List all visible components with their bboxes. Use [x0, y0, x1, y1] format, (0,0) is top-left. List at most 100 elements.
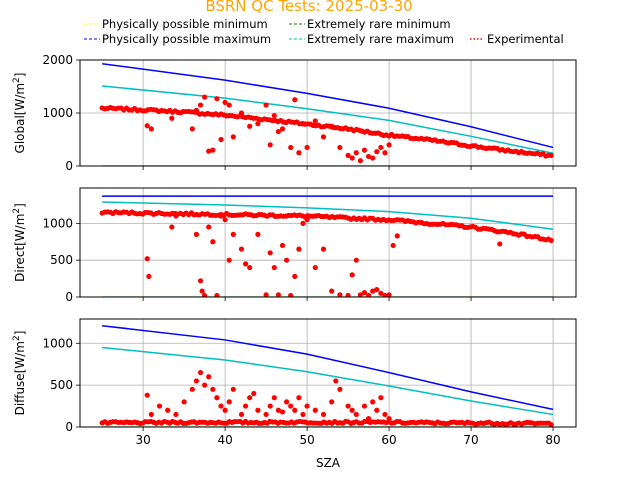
x-tick-label-40: 40 — [217, 433, 232, 447]
diffuse-series-5-point-31 — [300, 411, 306, 418]
direct-series-5-point-22 — [275, 292, 281, 297]
global-series-5-point-35 — [361, 147, 368, 153]
direct-series-3 — [102, 201, 554, 230]
diffuse-series-5-point-42 — [365, 416, 372, 422]
global-series-5-point-0 — [144, 123, 150, 129]
global-series-5-point-3 — [189, 126, 195, 132]
global-series-5-point-38 — [374, 149, 380, 155]
x-tick-label-50: 50 — [299, 433, 314, 447]
global-series-5-point-28 — [320, 134, 327, 140]
chart-title: BSRN QC Tests: 2025-03-30 — [205, 0, 412, 15]
diffuse-series-3 — [102, 346, 554, 416]
diffuse-series-5-point-11 — [210, 386, 216, 392]
plot-area-diffuse — [99, 324, 554, 427]
direct-series-4-point-166 — [548, 237, 554, 243]
panel-direct: 0 500 1000 Direct[W/m2] — [12, 187, 577, 304]
direct-series-5-point-32 — [329, 288, 335, 294]
y-axis-label-global: Global[W/m2] — [12, 73, 27, 154]
diffuse-series-5 — [144, 369, 392, 422]
global-series-5-point-1 — [148, 126, 154, 132]
direct-series-5-point-23 — [279, 242, 286, 249]
global-series-4-point-166 — [548, 152, 554, 159]
plot-area-direct — [99, 195, 554, 297]
diffuse-series-5-point-0 — [144, 392, 150, 398]
global-series-5-point-17 — [263, 102, 269, 108]
legend-entry-experimental: Experimental — [470, 32, 564, 46]
diffuse-series-5-point-6 — [189, 386, 195, 392]
legend-entry-rare-max: Extremely rare maximum — [289, 32, 454, 46]
direct-series-5-point-14 — [230, 231, 236, 237]
direct-series-5-point-47 — [497, 241, 503, 247]
direct-series-5-point-4 — [193, 231, 200, 237]
direct-series-5-point-0 — [144, 256, 150, 262]
plot-area-global — [99, 62, 554, 166]
direct-series-5-point-31 — [320, 246, 327, 252]
diffuse-series-5-point-26 — [279, 409, 286, 415]
direct-series-5-point-44 — [386, 292, 392, 297]
global-series-5-point-16 — [255, 121, 261, 127]
diffuse-series-5-point-19 — [247, 395, 253, 401]
panels: 010002000Global[W/m2]05001000Direct[W/m2… — [12, 53, 577, 447]
diffuse-series-5-point-24 — [271, 395, 277, 401]
diffuse-series-5-point-12 — [214, 395, 220, 401]
diffuse-series-5-point-7 — [193, 378, 200, 384]
global-series-5-point-9 — [214, 96, 220, 102]
global-series-5-point-36 — [365, 153, 372, 160]
direct-series-5-point-13 — [226, 257, 232, 263]
diffuse-series-5-point-41 — [361, 403, 368, 409]
direct-series-5-point-30 — [312, 264, 318, 271]
x-tick-label-60: 60 — [381, 433, 396, 447]
direct-series-5-point-12 — [222, 217, 228, 223]
x-tick-label-70: 70 — [463, 433, 478, 447]
direct-series-5-point-36 — [353, 257, 359, 263]
diffuse-series-5-point-35 — [329, 399, 335, 405]
panel-frame-diffuse — [79, 318, 577, 428]
diffuse-series-5-point-25 — [275, 407, 281, 413]
diffuse-series-5-point-15 — [226, 399, 232, 405]
diffuse-series-5-point-46 — [382, 411, 388, 418]
y-axis-label-diffuse: Diffuse[W/m2] — [12, 331, 27, 416]
diffuse-series-5-point-33 — [312, 407, 318, 413]
diffuse-series-5-point-23 — [267, 403, 273, 409]
global-series-5-point-33 — [353, 150, 359, 156]
panel-global: 0 1000 2000 Global[W/m2] — [12, 53, 577, 173]
global-series-5-point-25 — [300, 121, 306, 127]
diffuse-series-5-point-28 — [288, 403, 294, 409]
legend-label-possible-max: Physically possible maximum — [102, 32, 271, 46]
global-series-2 — [102, 62, 554, 149]
direct-series-5-point-20 — [267, 250, 273, 256]
direct-series-5-point-10 — [214, 292, 220, 297]
global-series-5-point-22 — [288, 144, 294, 151]
legend-label-rare-min: Extremely rare minimum — [307, 17, 451, 31]
legend-entry-rare-min: Extremely rare minimum — [289, 17, 451, 31]
panel-diffuse: 30 40 50 60 70 80 0 500 1000 Diffuse[W/m2] — [12, 318, 577, 447]
direct-series-5-point-34 — [345, 292, 351, 297]
global-series-5-point-30 — [337, 144, 343, 151]
diffuse-series-5-point-38 — [345, 403, 351, 409]
direct-series-4 — [99, 209, 554, 243]
y-tick-label-global-2000: 2000 — [42, 53, 73, 67]
diffuse-series-5-point-40 — [353, 411, 359, 418]
global-series-5-point-12 — [226, 102, 232, 108]
direct-series-5-point-38 — [361, 289, 368, 296]
y-tick-label-global-1000: 1000 — [42, 106, 73, 120]
direct-series-5-point-40 — [370, 288, 376, 294]
diffuse-series-5-point-44 — [374, 407, 380, 413]
diffuse-series-5-point-47 — [386, 416, 392, 422]
direct-series-5-point-11 — [218, 213, 224, 219]
direct-series-5-point-43 — [382, 292, 388, 297]
diffuse-series-5-point-36 — [333, 378, 339, 384]
panel-frame-direct — [79, 187, 577, 298]
global-series-5-point-5 — [197, 102, 204, 108]
global-series-5-point-4 — [193, 107, 200, 113]
legend-label-possible-min: Physically possible minimum — [102, 17, 268, 31]
diffuse-series-5-point-32 — [304, 403, 310, 409]
diffuse-series-5-point-4 — [173, 411, 179, 418]
legend: Physically possible minimum Extremely ra… — [84, 17, 564, 46]
direct-series-5-point-5 — [197, 278, 204, 284]
global-series-5-point-27 — [312, 118, 318, 124]
y-axis-label-direct: Direct[W/m2] — [12, 203, 27, 282]
global-series-5-point-19 — [271, 113, 277, 119]
diffuse-series-5-point-9 — [202, 382, 208, 388]
legend-entry-possible-max: Physically possible maximum — [84, 32, 271, 46]
